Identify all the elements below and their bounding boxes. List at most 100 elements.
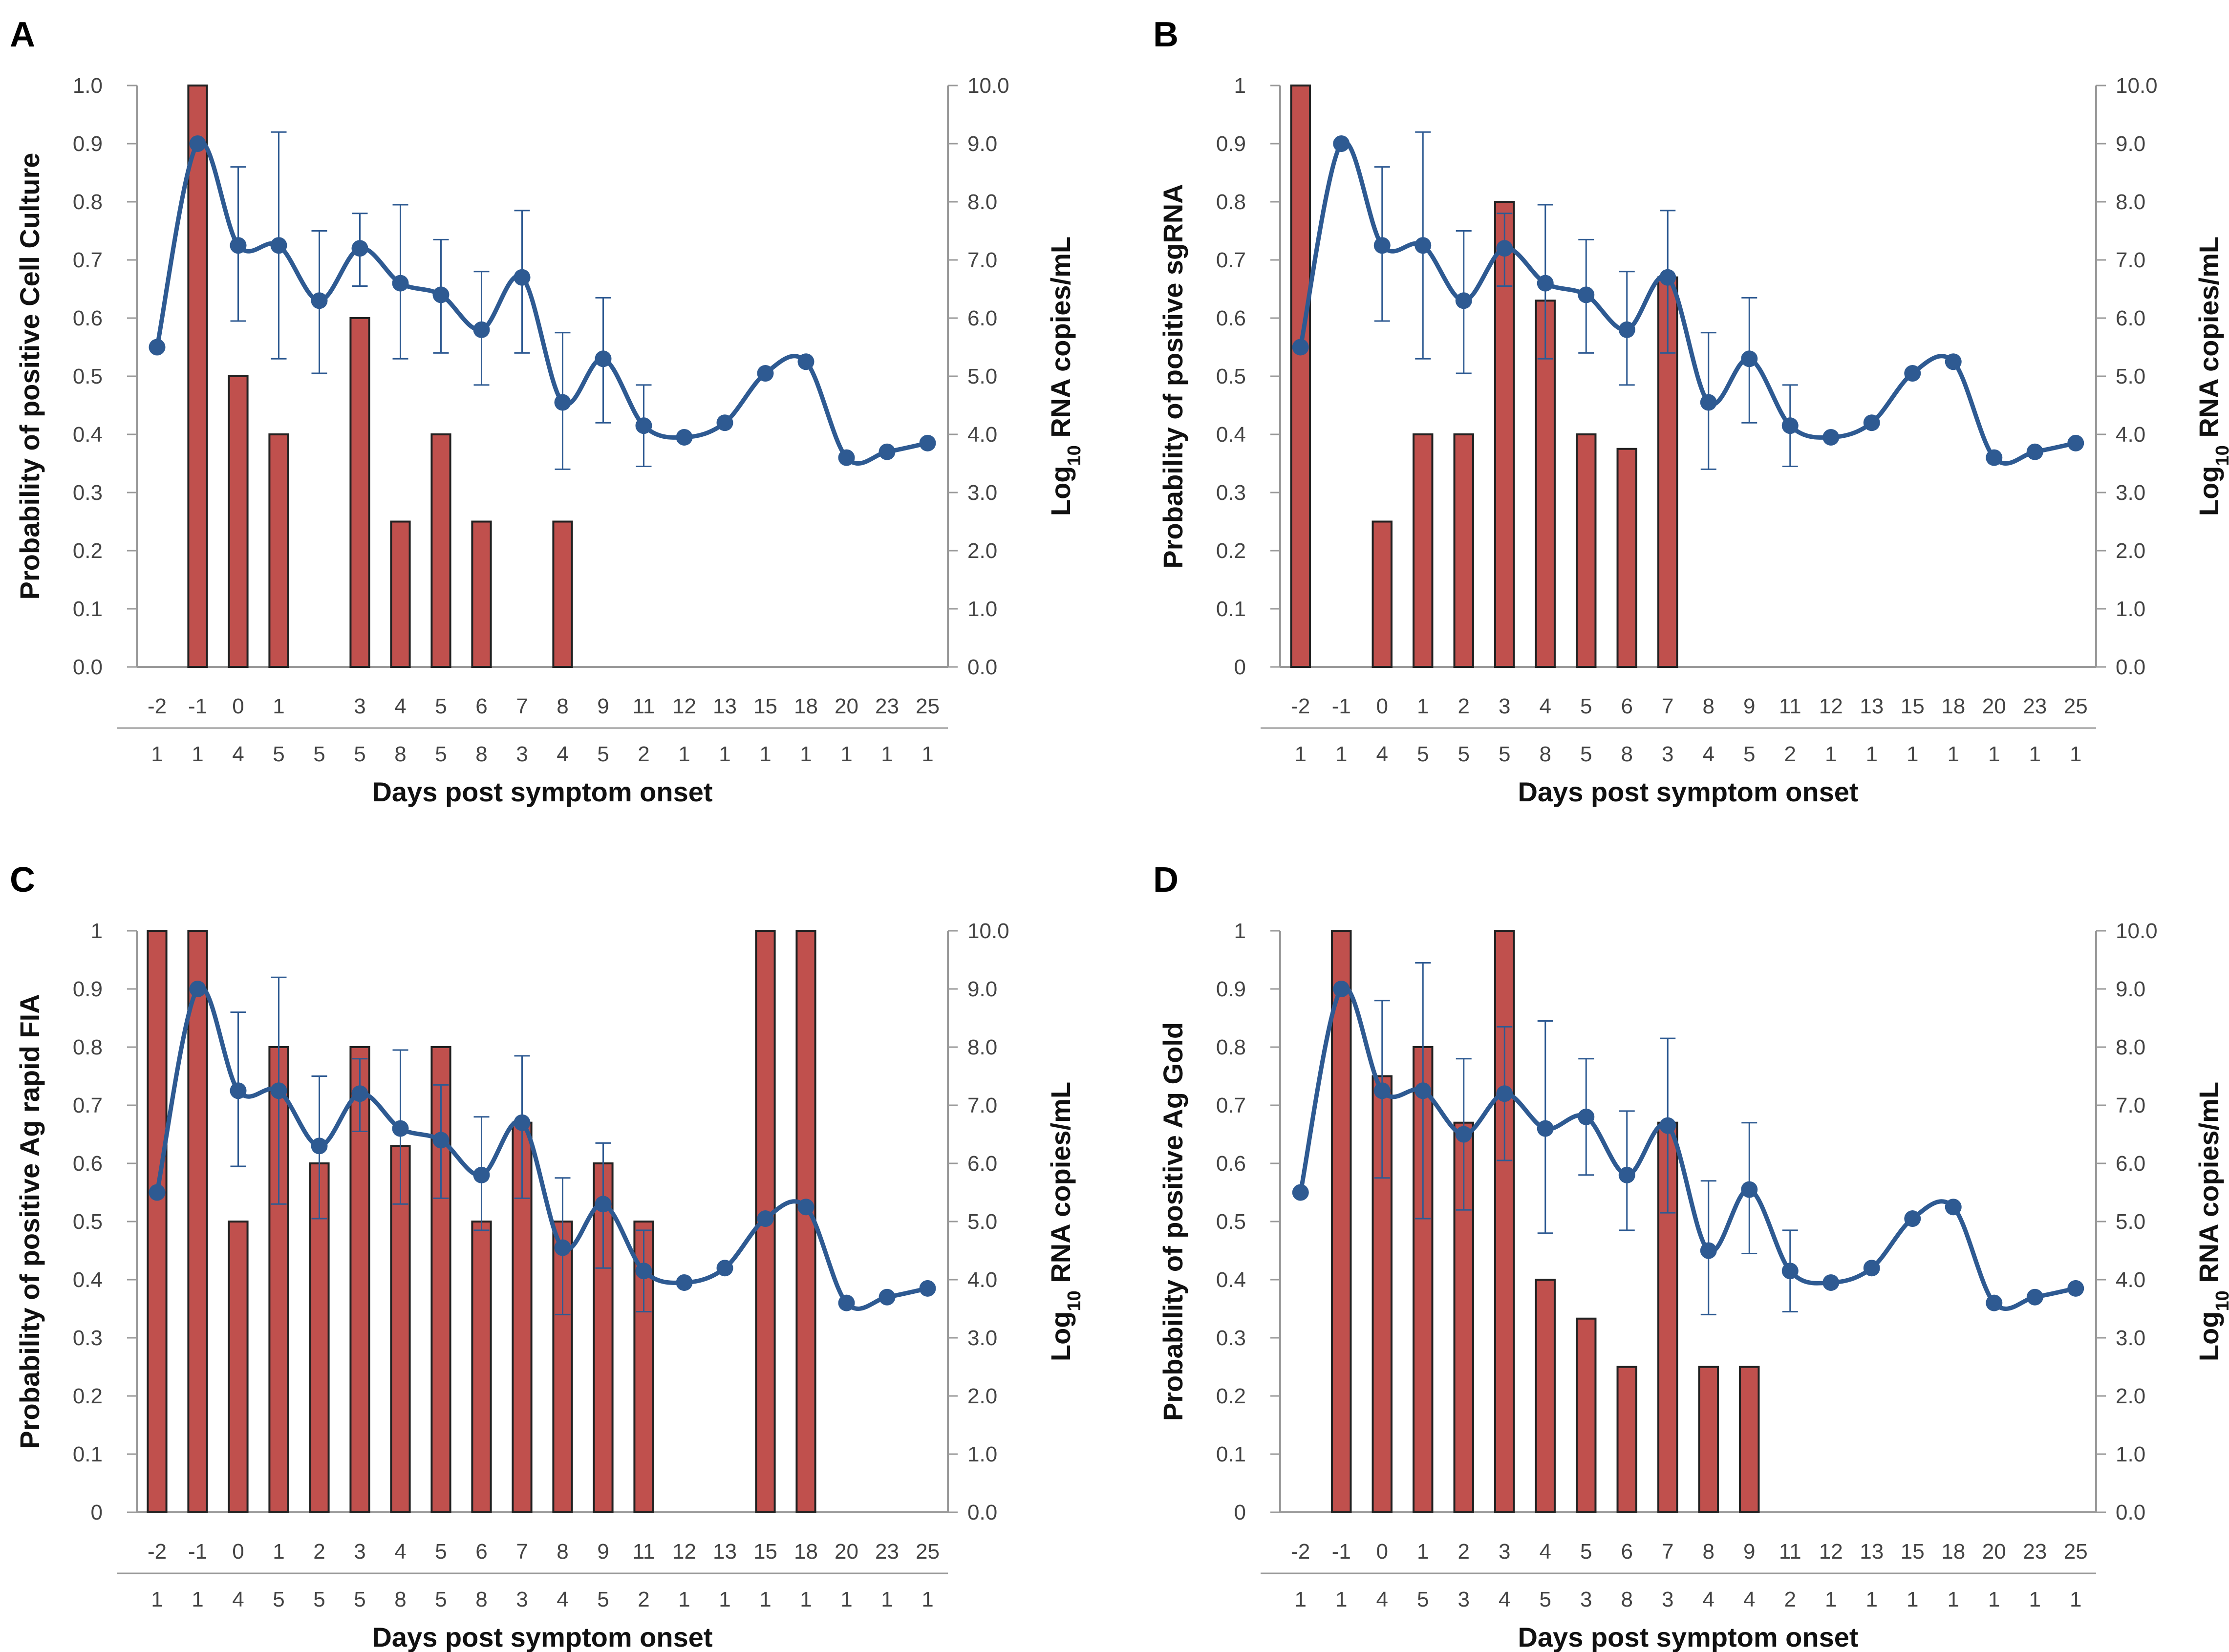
right-tick-label: 9.0 [967,132,997,156]
rna-point [189,135,206,152]
x-tick-label: 13 [713,1540,737,1564]
right-tick-label: 5.0 [2116,1210,2145,1234]
rna-point [392,275,409,292]
left-tick-label: 0.9 [73,977,103,1001]
rna-point [1781,1263,1799,1280]
x-tick-label: 8 [557,1540,568,1564]
right-tick-label: 1.0 [967,597,997,621]
right-tick-label: 9.0 [967,977,997,1001]
x-tick-label: 11 [633,694,655,718]
left-tick-label: 0 [1234,1501,1246,1524]
x-tick-label: 7 [1662,694,1673,718]
x-tick-label: 12 [672,694,696,718]
x-count-label: 1 [1907,1588,1918,1611]
panel-a: A 0.0 0.1 0.2 0.3 0.4 0.5 0.6 0.7 0.8 0.9 1.0 0.0 1.0… [10,15,1085,807]
x-tick-label: 15 [753,694,777,718]
right-tick-label: 4.0 [2116,1268,2145,1292]
right-tick-label: 7.0 [967,1094,997,1117]
rna-point [1292,1184,1309,1201]
x-tick-label: 9 [597,694,609,718]
panel-c: C00.10.20.30.40.50.60.70.80.910.01.02.03… [10,860,1085,1652]
bar [471,1221,492,1513]
rna-point [838,1294,855,1311]
bar [552,520,573,668]
bar [1372,520,1393,668]
x-tick-label: -1 [188,1540,207,1564]
left-tick-label: 0.3 [73,481,103,505]
x-count-label: 5 [1499,742,1510,766]
left-tick-label: 0.6 [1216,306,1246,330]
x-tick-label: 4 [1540,694,1551,718]
left-tick-label: 0.8 [1216,190,1246,214]
x-count-label: 5 [354,1588,365,1611]
x-count-label: 3 [1580,1588,1592,1611]
bar [1413,433,1434,668]
rna-point [879,1288,896,1306]
bar [187,930,208,1513]
x-tick-label: 13 [1860,694,1884,718]
x-tick-label: 12 [1819,694,1843,718]
x-tick-label: 13 [713,694,737,718]
bar [1535,1279,1556,1513]
x-tick-label: 12 [672,1540,696,1564]
x-count-label: 1 [840,742,852,766]
x-tick-label: 25 [916,1540,940,1564]
x-axis-title: Days post symptom onset [1518,1622,1858,1652]
x-count-label: 5 [313,1588,325,1611]
x-tick-label: 12 [1819,1540,1843,1564]
x-tick-label: 11 [1779,1540,1801,1564]
left-tick-label: 0.3 [1216,1326,1246,1350]
x-tick-label: 18 [794,694,818,718]
x-tick-label: 8 [557,694,568,718]
x-tick-label: 0 [232,694,244,718]
rna-point [230,237,247,254]
rna-point [1537,1120,1554,1137]
x-count-label: 8 [394,742,406,766]
right-tick-label: 1.0 [2116,597,2145,621]
rna-point [1373,1082,1391,1099]
rna-point [1986,449,2003,466]
rna-point [2067,1280,2084,1297]
left-tick-label: 0.5 [1216,1210,1246,1234]
x-count-label: 1 [2070,1588,2081,1611]
x-tick-label: 7 [516,694,528,718]
y-right-title: Log10 RNA copies/mL [2193,236,2229,516]
x-count-label: 4 [557,742,568,766]
left-tick-label: 0.1 [73,1442,103,1466]
left-tick-label: 0.5 [1216,365,1246,388]
x-tick-label: 0 [1376,1540,1388,1564]
x-tick-label: 15 [753,1540,777,1564]
rna-point [1373,237,1391,254]
rna-point [757,365,774,382]
rna-point [1618,321,1635,338]
x-count-label: 3 [1662,742,1673,766]
x-tick-label: 23 [2023,1540,2047,1564]
x-tick-label: 7 [1662,1540,1673,1564]
x-tick-label: 18 [794,1540,818,1564]
x-tick-label: 3 [1499,1540,1510,1564]
right-tick-label: 2.0 [967,539,997,563]
rna-point [189,981,206,997]
rna-point [1333,135,1350,152]
rna-point [1986,1294,2003,1311]
panel-b: B00.10.20.30.40.50.60.70.80.910.01.02.03… [1153,15,2229,807]
rna-point [230,1082,247,1099]
x-count-label: 1 [1335,742,1347,766]
panel-letter: A [10,15,35,54]
rna-point [1292,339,1309,356]
rna-point [635,1263,652,1280]
right-tick-label: 7.0 [2116,1094,2145,1117]
x-count-label: 1 [759,1588,771,1611]
rna-point [676,1274,693,1291]
x-tick-label: 6 [1621,1540,1633,1564]
panel-letter: C [10,860,35,900]
rna-point [1700,394,1717,411]
bar [1494,201,1515,668]
bar [430,433,451,668]
left-tick-label: 0.8 [73,190,103,214]
rna-point [919,1280,936,1297]
x-tick-label: 2 [1458,694,1470,718]
y-right-title: Log10 RNA copies/mL [2193,1082,2229,1361]
x-count-label: 1 [1948,1588,1959,1611]
left-tick-label: 1.0 [73,74,103,98]
